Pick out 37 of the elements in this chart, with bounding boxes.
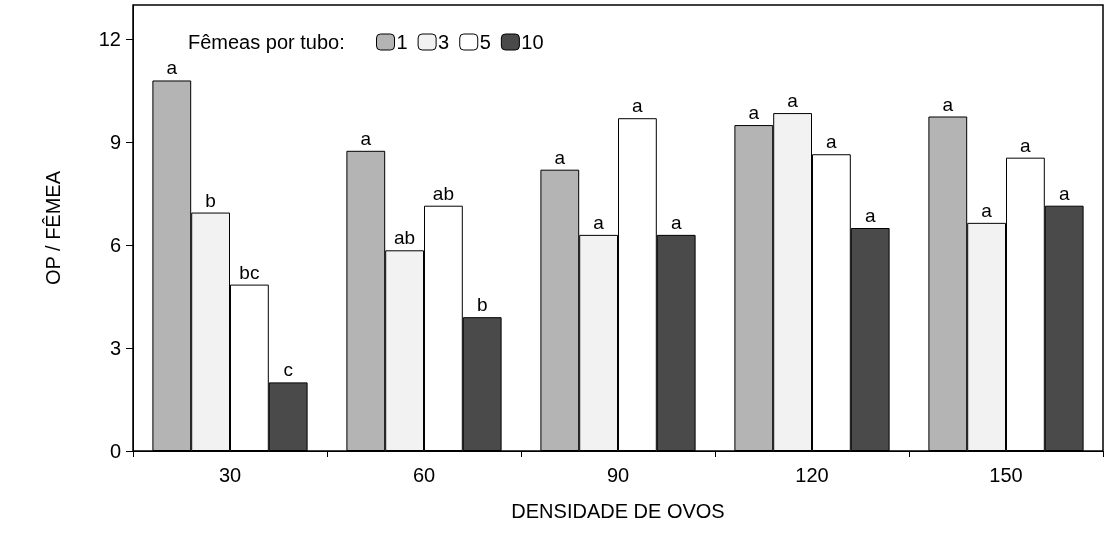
data-label: ab (394, 227, 416, 249)
y-tick-label: 9 (109, 131, 121, 154)
data-label: b (476, 294, 488, 316)
data-label: a (632, 95, 644, 117)
legend-label: 1 (396, 31, 408, 53)
data-label: a (748, 102, 760, 124)
y-tick-label: 0 (109, 440, 121, 462)
data-label: a (942, 93, 954, 115)
data-label: c (283, 359, 293, 381)
data-label: a (554, 146, 566, 168)
data-label: b (205, 189, 216, 211)
data-label: a (787, 90, 799, 112)
x-tick-label: 60 (412, 464, 436, 486)
x-tick-label: 30 (218, 464, 242, 486)
legend-label: 3 (438, 31, 450, 53)
y-axis-title: OP / FÊMEA (42, 170, 64, 286)
y-tick-label: 3 (109, 337, 121, 360)
data-label: a (981, 199, 993, 221)
x-tick-label: 120 (795, 464, 829, 486)
data-label: a (670, 211, 682, 233)
legend-label: 10 (521, 31, 544, 53)
data-label: a (593, 211, 605, 233)
legend-label: 5 (479, 31, 491, 53)
legend-title: Fêmeas por tubo: (188, 31, 345, 53)
y-tick-label: 6 (109, 234, 121, 257)
data-label: a (864, 205, 876, 226)
data-label: bc (239, 261, 260, 283)
data-label: a (1020, 134, 1032, 156)
data-label: a (826, 131, 838, 153)
data-label: a (166, 57, 178, 79)
data-label: a (360, 127, 372, 149)
x-axis-title: DENSIDADE DE OVOS (511, 500, 725, 522)
y-tick-label: 12 (98, 28, 121, 51)
x-tick-label: 90 (606, 464, 630, 486)
data-label: a (1058, 182, 1070, 204)
x-tick-label: 150 (989, 464, 1023, 486)
data-label: ab (432, 182, 454, 204)
